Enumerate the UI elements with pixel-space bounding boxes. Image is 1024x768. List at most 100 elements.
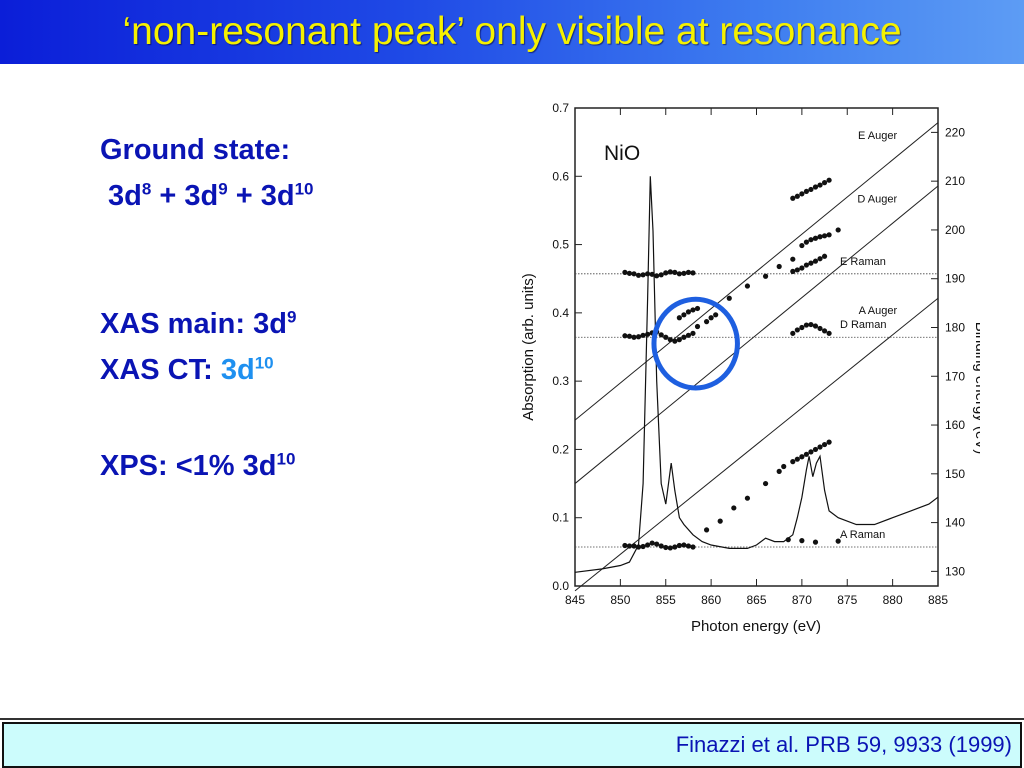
- data-point: [781, 463, 787, 470]
- data-point: [676, 542, 682, 549]
- data-point: [667, 337, 673, 343]
- raman-line-label: A Raman: [840, 529, 885, 541]
- x-tick-label: 875: [837, 593, 857, 607]
- data-point: [645, 542, 651, 548]
- y2-tick-label: 140: [945, 516, 965, 530]
- y2-tick-label: 130: [945, 564, 965, 578]
- x-tick-label: 885: [928, 593, 948, 607]
- data-point: [681, 312, 687, 318]
- data-point: [640, 543, 646, 550]
- data-point: [799, 454, 805, 460]
- data-point: [790, 459, 796, 465]
- data-point: [790, 268, 796, 274]
- data-point: [676, 271, 682, 277]
- xas-main-sup: 9: [286, 307, 297, 327]
- data-point: [799, 191, 805, 197]
- line-labels: E Auger D Auger A Auger E Raman D Raman A Ram…: [840, 130, 898, 541]
- data-point: [635, 272, 642, 278]
- data-point: [799, 265, 805, 271]
- data-point: [685, 543, 692, 549]
- data-point: [776, 263, 782, 270]
- data-point: [803, 188, 810, 195]
- auger-line-label: D Auger: [857, 194, 897, 206]
- data-point: [672, 544, 678, 550]
- data-point: [685, 332, 692, 338]
- data-point: [640, 332, 646, 338]
- data-point: [790, 330, 796, 336]
- data-point: [645, 271, 651, 277]
- data-point: [835, 538, 841, 544]
- xps-label: XPS: <1% 3d: [100, 450, 277, 482]
- data-point: [672, 338, 678, 344]
- data-point: [731, 505, 737, 511]
- data-point: [794, 456, 800, 462]
- data-point: [821, 441, 828, 448]
- data-point: [681, 542, 687, 548]
- data-point: [821, 233, 828, 239]
- data-point: [658, 332, 664, 338]
- data-point: [631, 543, 637, 549]
- data-point: [631, 334, 637, 340]
- data-point: [681, 334, 687, 340]
- data-point: [808, 321, 814, 328]
- data-point: [808, 260, 814, 266]
- y-tick-label: 0.2: [552, 442, 569, 456]
- data-point: [790, 195, 796, 201]
- plot-frame: [574, 107, 939, 587]
- data-point: [812, 258, 819, 264]
- ground-state-config: 3d8 + 3d9 + 3d10: [108, 180, 314, 213]
- data-point: [803, 451, 810, 457]
- data-point: [817, 234, 823, 240]
- absorption-curve-group: [574, 176, 939, 573]
- y-tick-label: 0.4: [552, 306, 569, 320]
- data-point: [812, 446, 819, 453]
- y-tick-label: 0.1: [552, 511, 569, 525]
- data-point: [803, 262, 810, 268]
- xas-ct: XAS CT: 3d10: [100, 354, 274, 387]
- data-point: [663, 544, 669, 551]
- data-point: [785, 537, 791, 543]
- data-point: [658, 272, 664, 278]
- data-point: [726, 295, 732, 301]
- x-tick-label: 855: [656, 593, 676, 607]
- xps-sup: 10: [276, 449, 296, 469]
- data-point: [654, 273, 660, 279]
- y-tick-label: 0.7: [552, 101, 569, 115]
- config-sup-b: 9: [218, 179, 228, 199]
- x-tick-label: 865: [746, 593, 766, 607]
- data-point: [826, 439, 832, 445]
- y2-tick-label: 150: [945, 467, 965, 481]
- auger-line-0: [574, 122, 939, 421]
- x-tick-label: 845: [565, 593, 585, 607]
- y-tick-label: 0.3: [552, 374, 569, 388]
- y2-tick-label: 180: [945, 320, 965, 334]
- data-point: [622, 269, 628, 275]
- data-point: [635, 544, 642, 550]
- data-point: [713, 312, 719, 318]
- raman-line-label: D Raman: [840, 319, 886, 331]
- data-point: [812, 184, 819, 190]
- data-point: [794, 327, 800, 333]
- data-point: [685, 269, 692, 275]
- data-point: [799, 538, 805, 544]
- y-axis-label: Absorption (arb. units): [520, 273, 537, 421]
- data-point: [703, 319, 710, 325]
- y2-tick-label: 200: [945, 223, 965, 237]
- config-term-c: + 3d: [227, 180, 295, 212]
- x-axis-label: Photon energy (eV): [691, 618, 821, 635]
- auger-line-label: E Auger: [858, 130, 897, 142]
- data-point: [762, 480, 769, 487]
- xps: XPS: <1% 3d10: [100, 450, 295, 483]
- data-point: [667, 269, 673, 275]
- y-tick-label: 0.6: [552, 169, 569, 183]
- y2-tick-label: 170: [945, 369, 965, 383]
- data-point: [654, 541, 660, 547]
- data-point: [685, 309, 692, 315]
- data-point: [690, 544, 696, 550]
- data-point: [808, 237, 814, 243]
- data-point: [794, 267, 800, 273]
- data-point: [690, 330, 696, 336]
- nio-spectrum-figure: 845 850 855 860 865 870 875 880 885 0.0 0.1 0.2 0.3 0…: [520, 101, 980, 635]
- absorption-curve: [574, 176, 939, 573]
- data-point: [681, 270, 687, 276]
